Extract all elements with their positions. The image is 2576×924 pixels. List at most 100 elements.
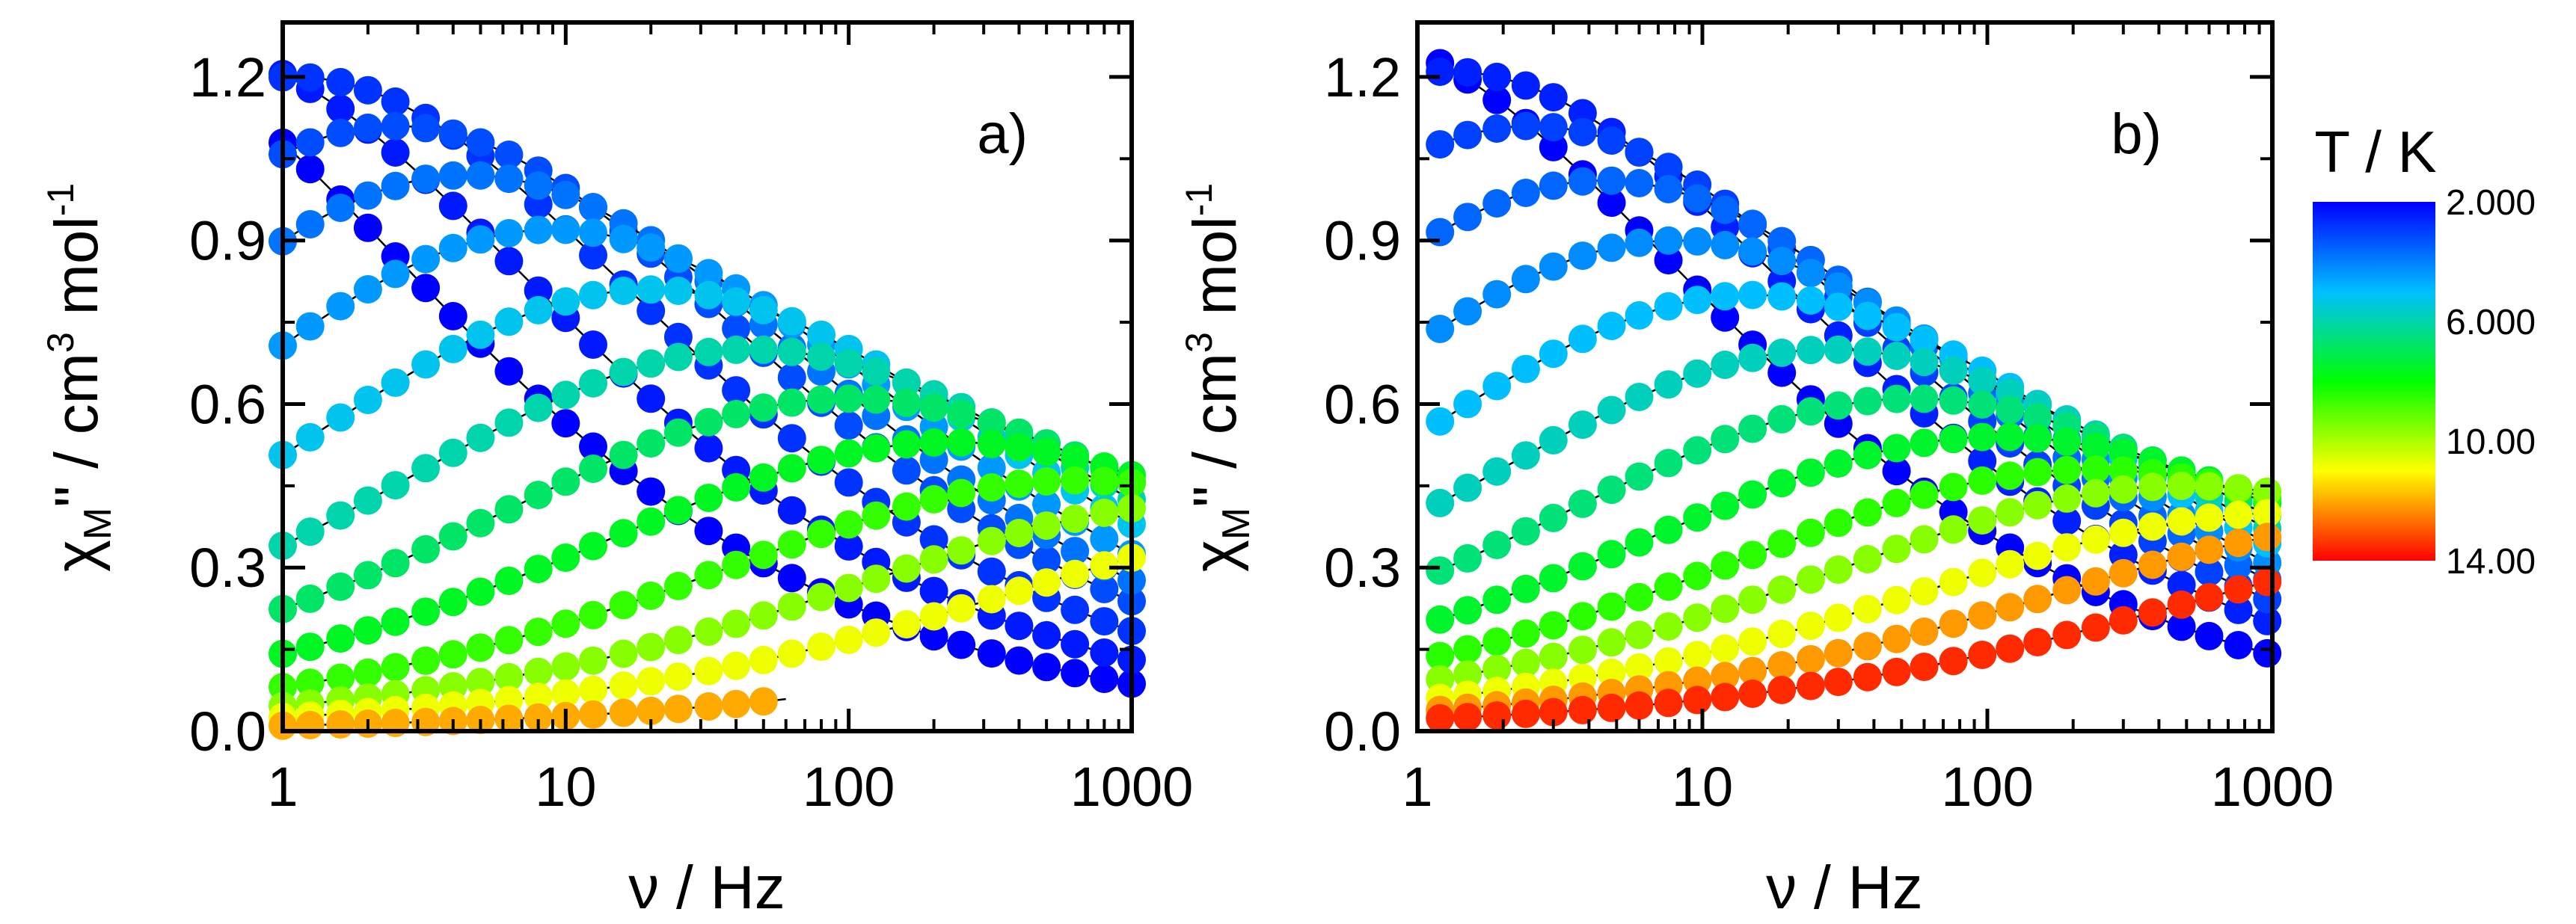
data-point xyxy=(381,259,410,289)
data-point xyxy=(295,128,325,157)
data-point xyxy=(862,564,891,594)
data-point xyxy=(1910,325,1939,354)
data-point xyxy=(637,507,666,536)
data-point xyxy=(1711,425,1740,454)
data-point xyxy=(2253,638,2282,668)
data-point xyxy=(694,407,723,437)
data-point xyxy=(1939,356,1968,385)
data-point xyxy=(749,687,778,716)
data-point xyxy=(1711,282,1740,311)
data-point xyxy=(1426,407,1455,436)
data-point xyxy=(1939,567,1968,597)
data-point xyxy=(1939,515,1968,544)
data-point xyxy=(609,671,638,700)
data-point xyxy=(892,456,921,485)
data-point xyxy=(2167,570,2196,600)
data-point xyxy=(2195,558,2224,587)
data-point xyxy=(1090,466,1119,496)
panel-a-frame xyxy=(280,20,1134,733)
data-point xyxy=(524,481,553,510)
data-point xyxy=(609,357,638,386)
data-point xyxy=(353,76,382,105)
colorbar-ticks: 2.000 6.000 10.00 14.00 xyxy=(2446,183,2536,582)
data-point xyxy=(1061,505,1090,533)
data-point xyxy=(1625,582,1654,612)
data-point xyxy=(1032,568,1061,597)
data-point xyxy=(1597,166,1626,195)
data-point xyxy=(295,517,325,546)
data-point xyxy=(1511,179,1540,207)
y-tick-label: 0.6 xyxy=(189,373,266,435)
data-point xyxy=(295,584,325,613)
data-point xyxy=(722,651,751,680)
data-point xyxy=(494,662,524,692)
data-point xyxy=(1090,607,1119,636)
data-point xyxy=(1939,647,1968,676)
data-point xyxy=(411,164,441,194)
data-point xyxy=(1568,117,1597,147)
data-point xyxy=(466,225,495,254)
data-point xyxy=(1654,153,1683,182)
data-point xyxy=(1882,585,1911,615)
data-point xyxy=(1625,301,1654,330)
data-point xyxy=(295,155,325,184)
data-point xyxy=(579,193,607,221)
data-point xyxy=(1910,428,1939,458)
data-point xyxy=(326,194,355,222)
data-point xyxy=(2224,595,2253,624)
data-point xyxy=(1597,395,1626,425)
data-point xyxy=(1882,384,1911,413)
data-point xyxy=(524,171,553,200)
data-point xyxy=(919,525,948,554)
data-point xyxy=(637,477,666,506)
data-point xyxy=(1482,530,1512,559)
data-point xyxy=(524,276,553,305)
data-point xyxy=(1511,441,1540,470)
data-point xyxy=(807,385,835,414)
data-point xyxy=(722,609,751,638)
data-point xyxy=(1625,462,1654,491)
data-point xyxy=(1625,169,1654,197)
data-point xyxy=(411,244,441,274)
data-point xyxy=(1968,641,1997,669)
data-point xyxy=(777,363,806,392)
data-point xyxy=(749,335,778,364)
data-point xyxy=(1597,126,1626,155)
data-point xyxy=(438,119,467,148)
data-point xyxy=(1597,233,1626,262)
data-point xyxy=(2167,507,2196,536)
data-point xyxy=(466,577,495,606)
data-point xyxy=(777,592,806,621)
data-point xyxy=(494,357,524,386)
data-point xyxy=(947,594,976,623)
x-tick-label: 1 xyxy=(267,756,298,818)
data-point xyxy=(1539,171,1568,200)
data-point xyxy=(494,495,524,524)
series-T-9.6 xyxy=(1426,471,2282,694)
data-point xyxy=(1853,337,1882,366)
data-point xyxy=(1625,228,1654,257)
data-point xyxy=(1625,620,1654,650)
data-point xyxy=(2023,541,2052,570)
y-title-sup1: 3 xyxy=(1178,332,1220,353)
data-point xyxy=(326,663,355,692)
data-point xyxy=(1711,594,1740,623)
data-point xyxy=(637,275,666,304)
data-point xyxy=(1882,624,1911,653)
data-point xyxy=(1711,662,1740,691)
data-point xyxy=(2081,567,2110,596)
data-point xyxy=(1511,574,1540,603)
data-point xyxy=(663,571,693,600)
data-point xyxy=(438,640,467,669)
colorbar-gradient-bar xyxy=(2313,202,2435,561)
data-point xyxy=(1597,658,1626,687)
y-tick-label: 0.3 xyxy=(1324,537,1401,599)
data-point xyxy=(694,259,723,288)
data-point xyxy=(749,463,778,492)
data-point xyxy=(1032,437,1061,466)
data-point xyxy=(1539,132,1568,161)
data-point xyxy=(2052,576,2082,605)
data-point xyxy=(1453,596,1482,625)
data-point xyxy=(1711,195,1740,224)
data-point xyxy=(1568,324,1597,354)
